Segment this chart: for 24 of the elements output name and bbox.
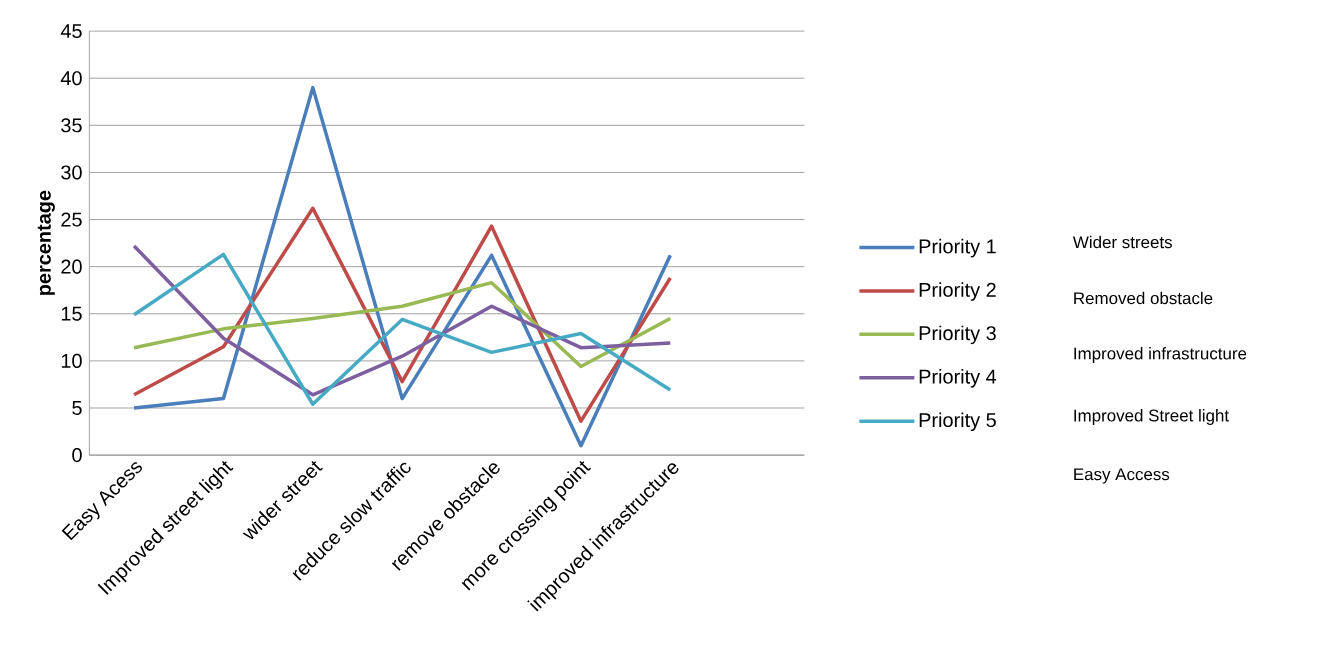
y-tick-label: 5 (72, 401, 82, 415)
text: Easy Access (1074, 468, 1170, 484)
y-tick-label: 40 (60, 71, 82, 86)
y-tick-label: 45 (60, 24, 82, 39)
y-tick-label: 15 (61, 306, 82, 321)
line-series (132, 85, 673, 448)
text: Wider streets (1072, 235, 1172, 249)
y-tick-label: 20 (61, 259, 82, 274)
legend-label: Priority 5 (919, 412, 996, 432)
y-tick-label: 0 (72, 448, 82, 463)
legend-label: Priority 1 (919, 238, 996, 258)
legend-label: Priority 3 (919, 325, 996, 345)
text: Improved Street light (1074, 409, 1229, 425)
y-tick-label: 35 (61, 118, 82, 133)
line-series (132, 280, 673, 369)
text: Removed obstacle (1074, 291, 1213, 305)
y-tick-label: 10 (61, 353, 82, 368)
y-axis-title: percentage (37, 190, 55, 295)
y-tick-label: 25 (61, 212, 82, 227)
y-tick-label: 30 (61, 165, 82, 180)
line-series (132, 206, 673, 423)
text: Improved infrastructure (1074, 347, 1247, 363)
legend-label: Priority 2 (919, 282, 996, 301)
legend-label: Priority 4 (919, 369, 997, 388)
